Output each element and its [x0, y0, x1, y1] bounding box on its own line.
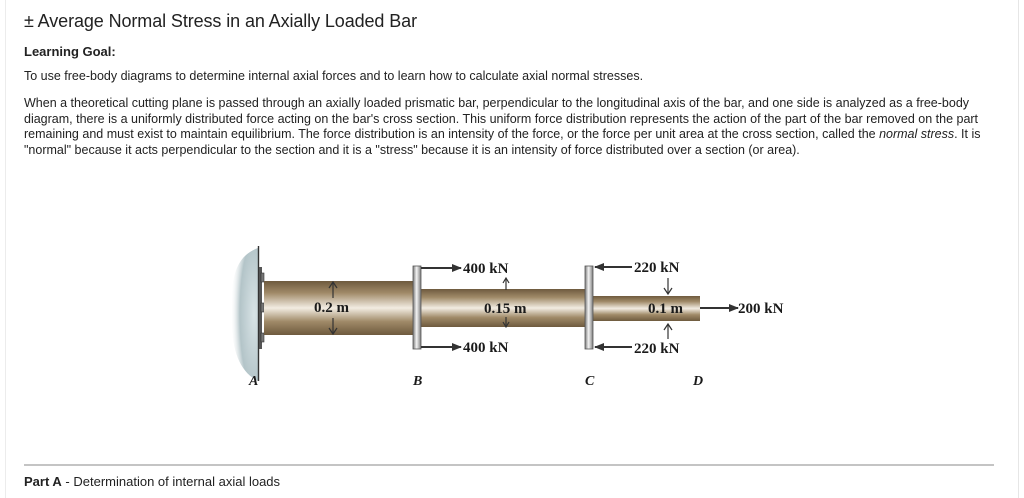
part-a-title: Determination of internal axial loads — [73, 474, 281, 489]
section-divider — [24, 464, 994, 466]
part-a-separator: - — [61, 474, 74, 489]
intro-paragraph-part1: When a theoretical cutting plane is pass… — [24, 96, 979, 142]
page-frame — [5, 0, 1019, 498]
intro-paragraph: When a theoretical cutting plane is pass… — [24, 96, 999, 158]
learning-goal-text: To use free-body diagrams to determine i… — [24, 69, 644, 83]
intro-paragraph-part2: . It is "normal" because it acts perpend… — [24, 127, 981, 157]
part-a-header[interactable]: Part A - Determination of internal axial… — [24, 474, 280, 489]
normal-stress-term: normal stress — [879, 127, 955, 142]
part-a-label: Part A — [24, 474, 62, 489]
learning-goal-heading: Learning Goal: — [24, 44, 116, 59]
page-title: ± Average Normal Stress in an Axially Lo… — [24, 11, 417, 31]
